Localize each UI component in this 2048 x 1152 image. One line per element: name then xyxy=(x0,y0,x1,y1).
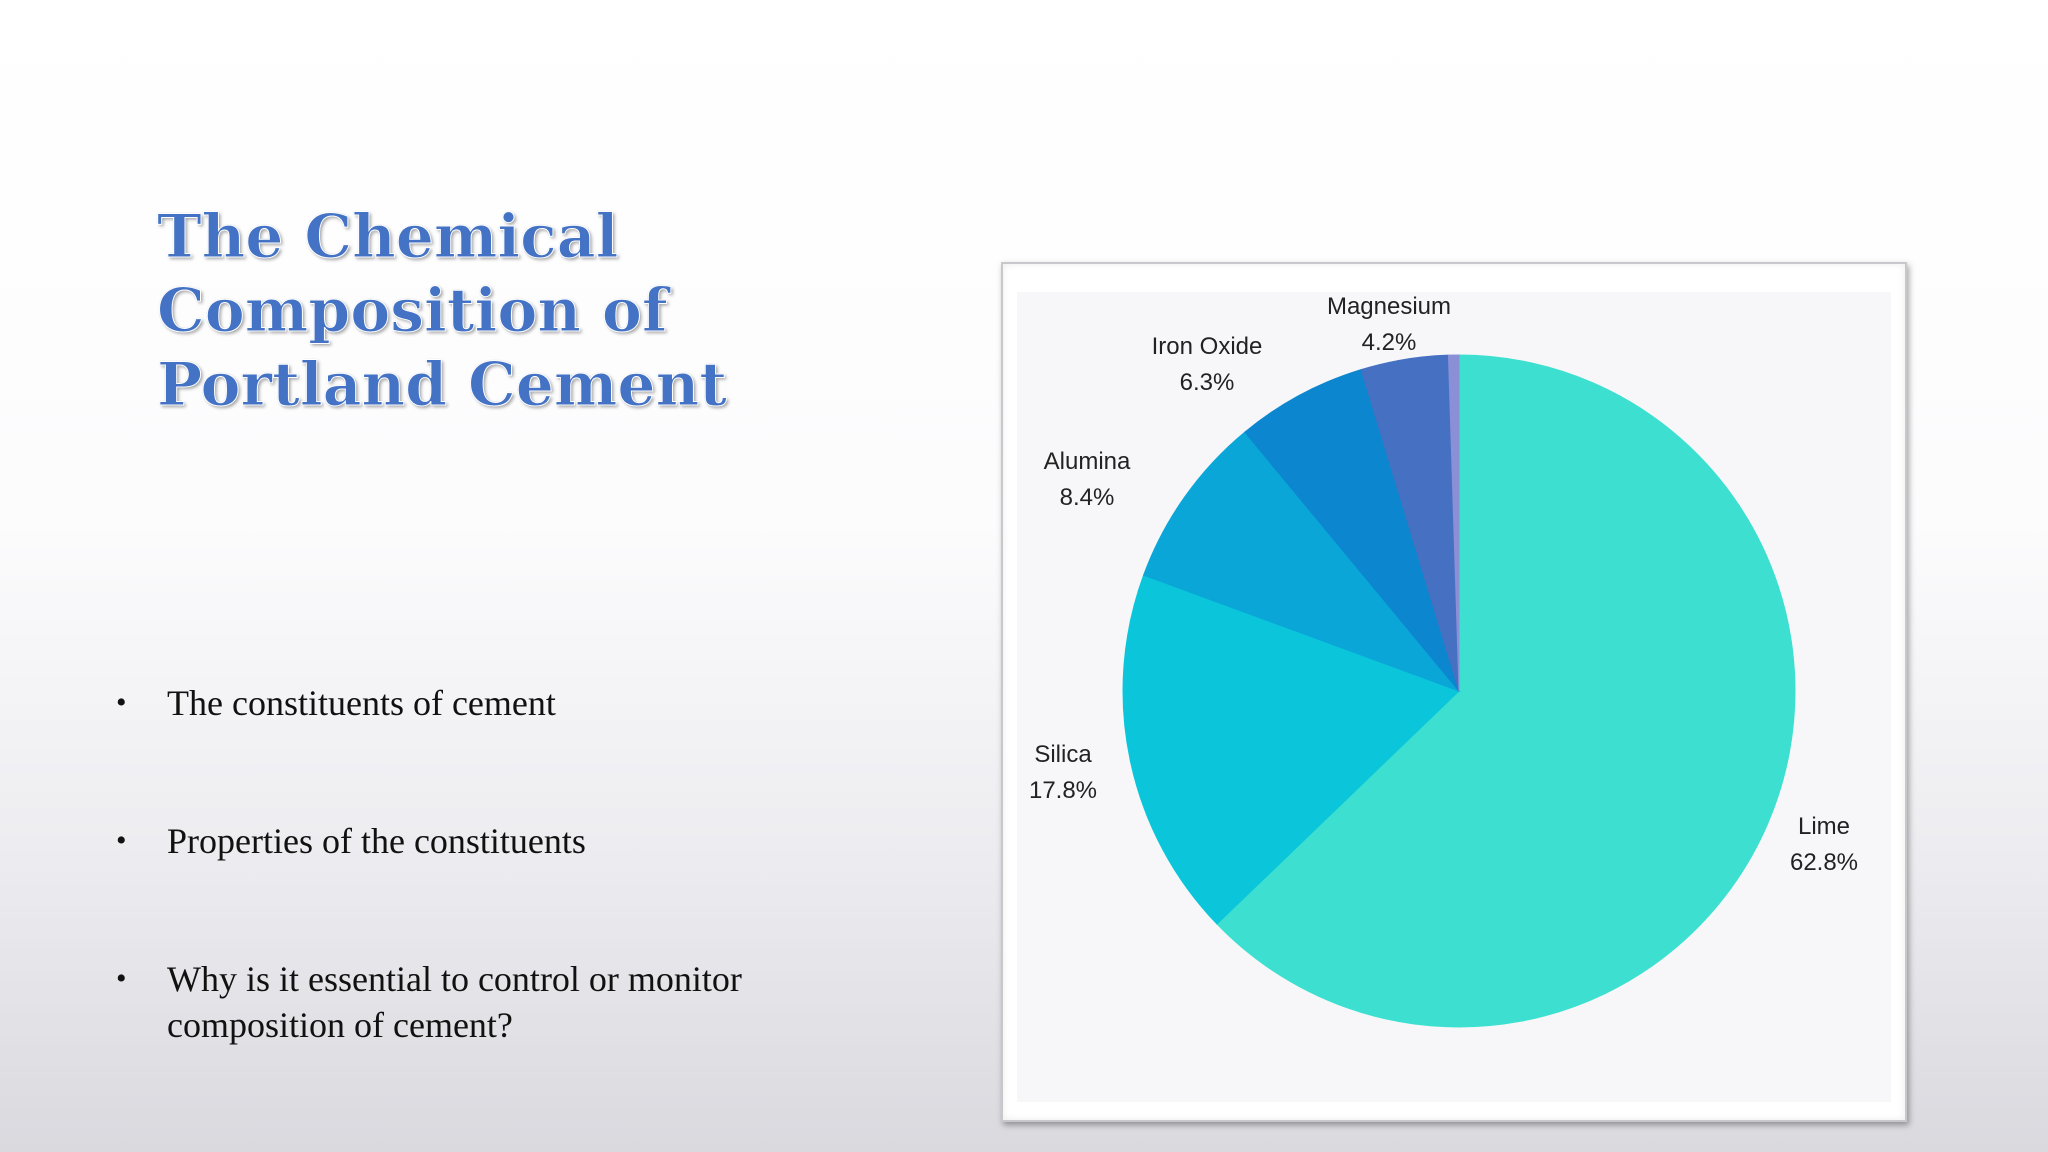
slice-label: Iron Oxide xyxy=(1152,333,1263,360)
chart-frame: Lime 62.8% Silica 17.8% Alumina 8.4% Iron Oxid… xyxy=(1001,262,1907,1122)
bullet-text: The constituents of cement xyxy=(167,683,556,723)
bullet-item: • The constituents of cement xyxy=(110,680,870,726)
pie-slice-alumina xyxy=(1142,431,1461,693)
slice-value-label: 17.8% xyxy=(1029,777,1097,804)
bullet-dot-icon: • xyxy=(116,962,127,995)
pie-slice-iron-oxide xyxy=(1244,368,1460,692)
bullet-list: • The constituents of cement • Propertie… xyxy=(110,680,870,1048)
bullet-text: Why is it essential to control or monito… xyxy=(167,959,742,1045)
pie-chart: Lime 62.8% Silica 17.8% Alumina 8.4% Iron Oxid… xyxy=(1029,293,1858,1028)
slice-label: Alumina xyxy=(1044,448,1131,475)
slice-value-label: 6.3% xyxy=(1180,369,1235,396)
slice-value-label: 4.2% xyxy=(1362,329,1417,356)
pie-slice-silica xyxy=(1122,574,1460,925)
slide-title: The Chemical Composition of Portland Cem… xyxy=(157,202,728,421)
slice-label: Magnesium xyxy=(1327,293,1451,320)
bullet-text: Properties of the constituents xyxy=(167,821,586,861)
bullet-dot-icon: • xyxy=(116,824,127,857)
pie-slice-other xyxy=(1447,354,1460,692)
bullet-dot-icon: • xyxy=(116,686,127,719)
slice-value-label: 62.8% xyxy=(1790,849,1858,876)
slice-label: Silica xyxy=(1034,741,1092,768)
slice-label: Lime xyxy=(1798,813,1850,840)
pie-slice-lime xyxy=(1216,354,1796,1028)
slice-value-label: 8.4% xyxy=(1060,484,1115,511)
bullet-item: • Why is it essential to control or moni… xyxy=(110,956,870,1048)
bullet-item: • Properties of the constituents xyxy=(110,818,870,864)
